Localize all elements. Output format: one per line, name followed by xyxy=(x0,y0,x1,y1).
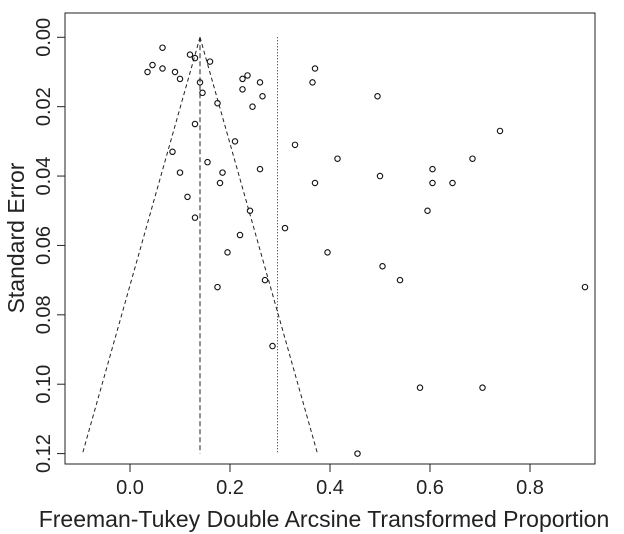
study-point xyxy=(191,54,199,62)
study-point xyxy=(191,120,199,128)
study-point xyxy=(176,75,184,83)
study-point xyxy=(184,193,191,201)
study-point xyxy=(429,179,436,187)
study-point xyxy=(244,72,251,79)
y-tick-label: 0.02 xyxy=(33,87,55,126)
study-point xyxy=(261,276,269,284)
study-point xyxy=(256,165,264,173)
study-point xyxy=(196,79,204,86)
study-point xyxy=(379,263,386,270)
study-point xyxy=(324,249,331,256)
x-axis-label: Freeman-Tukey Double Arcsine Transformed… xyxy=(39,506,610,532)
study-point xyxy=(309,79,316,86)
study-point xyxy=(239,75,246,83)
funnel-lines xyxy=(82,37,318,454)
study-point xyxy=(311,65,319,72)
y-tick-label: 0.08 xyxy=(33,295,55,334)
study-point xyxy=(416,384,424,391)
study-point xyxy=(171,68,179,76)
study-point xyxy=(256,79,264,86)
study-point xyxy=(581,283,589,291)
x-tick-label: 0.8 xyxy=(516,477,544,499)
x-tick-label: 0.0 xyxy=(116,477,144,499)
y-tick-label: 0.06 xyxy=(33,226,55,265)
study-point xyxy=(159,65,166,72)
study-point xyxy=(424,207,431,214)
study-point xyxy=(159,44,166,51)
y-tick-label: 0.04 xyxy=(33,157,55,196)
study-point xyxy=(236,231,244,239)
study-point xyxy=(231,138,239,145)
x-tick-label: 0.4 xyxy=(316,477,344,499)
study-point xyxy=(374,93,381,100)
study-point xyxy=(204,158,211,166)
study-point xyxy=(311,179,319,187)
study-point xyxy=(224,249,231,256)
x-axis: 0.0 0.2 0.4 0.6 0.8 xyxy=(116,463,544,499)
study-point xyxy=(144,68,151,76)
study-point xyxy=(334,155,341,162)
study-point xyxy=(216,179,224,187)
study-point xyxy=(291,141,299,149)
study-point xyxy=(429,165,436,173)
y-tick-label: 0.10 xyxy=(33,365,55,404)
study-point xyxy=(449,179,456,187)
study-point xyxy=(169,148,176,156)
study-point xyxy=(239,86,246,93)
x-tick-label: 0.6 xyxy=(416,477,444,499)
study-point xyxy=(376,172,384,180)
study-points xyxy=(144,44,589,457)
study-point xyxy=(269,342,276,350)
study-point xyxy=(396,276,404,284)
study-point xyxy=(281,224,289,232)
x-tick-label: 0.2 xyxy=(216,477,244,499)
study-point xyxy=(199,89,206,97)
y-axis: 0.00 0.02 0.04 0.06 0.08 0.10 0.12 xyxy=(33,18,66,473)
study-point xyxy=(176,169,184,176)
y-axis-label: Standard Error xyxy=(3,162,29,313)
x-ticks: 0.0 0.2 0.4 0.6 0.8 xyxy=(116,464,544,499)
y-tick-label: 0.00 xyxy=(33,18,55,57)
study-point xyxy=(496,127,504,135)
study-point xyxy=(191,214,199,221)
study-point xyxy=(469,155,476,162)
y-ticks: 0.00 0.02 0.04 0.06 0.08 0.10 0.12 xyxy=(33,18,65,473)
plot-frame xyxy=(64,12,596,465)
funnel-left-line xyxy=(82,37,201,454)
study-point xyxy=(354,450,361,457)
y-tick-label: 0.12 xyxy=(33,434,55,473)
study-point xyxy=(479,384,486,391)
study-point xyxy=(206,58,214,65)
funnel-right-line xyxy=(199,37,318,454)
study-point xyxy=(249,103,256,110)
study-point xyxy=(214,283,221,291)
study-point xyxy=(149,61,156,69)
study-point xyxy=(186,51,194,58)
study-point xyxy=(219,169,226,176)
study-point xyxy=(259,93,266,100)
study-point xyxy=(214,99,221,107)
study-point xyxy=(246,207,254,214)
